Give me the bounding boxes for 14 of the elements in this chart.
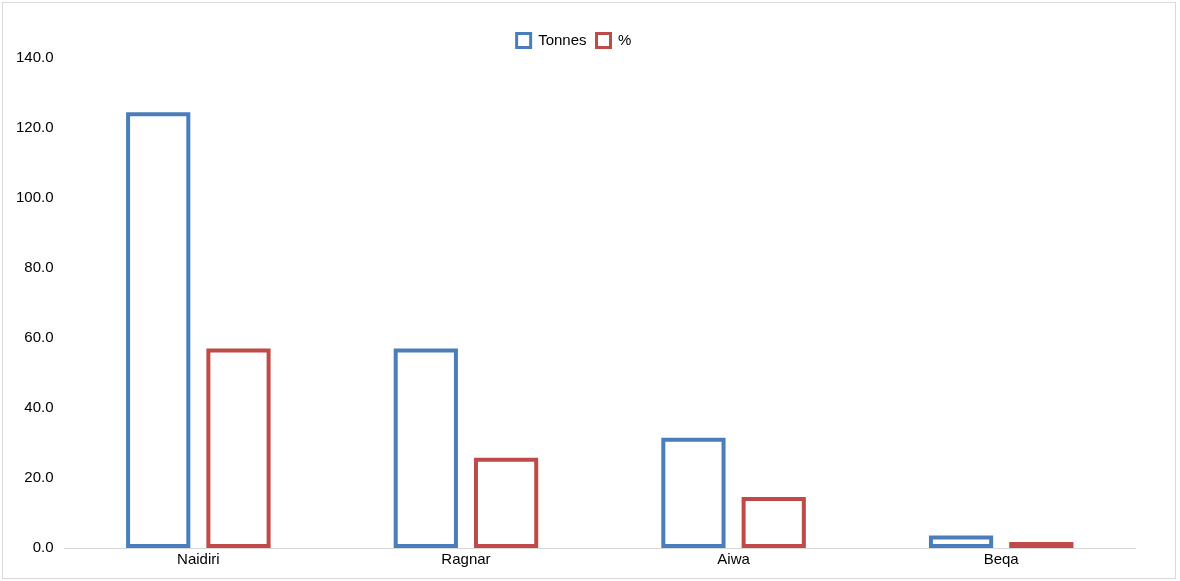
x-tick-label: Naidiri [177,550,220,568]
y-tick-label: 20.0 [24,468,54,486]
y-tick-label: 40.0 [24,398,54,416]
legend-label: Tonnes [538,30,587,48]
y-tick-label: 140.0 [15,48,54,66]
y-tick-label: 120.0 [15,118,54,136]
x-tick-label: Aiwa [717,550,751,568]
x-tick-label: Ragnar [441,550,491,568]
y-tick-label: 0.0 [32,538,54,556]
y-tick-label: 100.0 [15,188,54,206]
y-tick-label: 80.0 [24,258,54,276]
legend-label: % [618,30,632,48]
x-tick-label: Beqa [983,550,1020,568]
y-tick-label: 60.0 [24,328,54,346]
